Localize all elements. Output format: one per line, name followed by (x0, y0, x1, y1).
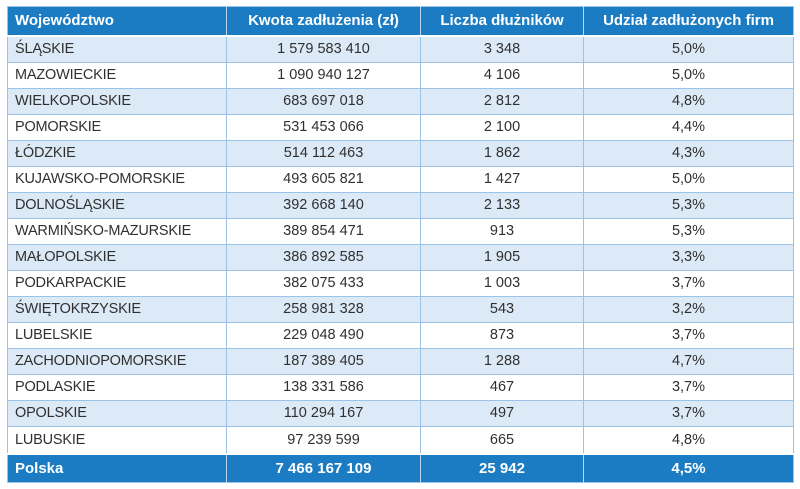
table-footer: Polska 7 466 167 109 25 942 4,5% (7, 452, 794, 483)
value-cell: 1 905 (420, 243, 584, 271)
value-cell: 5,0% (583, 165, 794, 193)
table-body: ŚLĄSKIE 1 579 583 410 3 348 5,0% MAZOWIECKIE… (7, 35, 794, 454)
table-header: Województwo Kwota zadłużenia (zł) Liczba d… (7, 6, 794, 37)
value-cell: 4,3% (583, 139, 794, 167)
header-row: Województwo Kwota zadłużenia (zł) Liczba d… (7, 6, 794, 37)
value-cell: 392 668 140 (226, 191, 421, 219)
voivodeship-name-cell: POMORSKIE (7, 113, 227, 141)
value-cell: 4 106 (420, 61, 584, 89)
voivodeship-name-cell: ŚLĄSKIE (7, 35, 227, 63)
value-cell: 258 981 328 (226, 295, 421, 323)
value-cell: 1 862 (420, 139, 584, 167)
voivodeship-name-cell: ŁÓDZKIE (7, 139, 227, 167)
value-cell: 3 348 (420, 35, 584, 63)
voivodeship-name-cell: ŚWIĘTOKRZYSKIE (7, 295, 227, 323)
voivodeship-name-cell: PODLASKIE (7, 373, 227, 401)
table-row-podkarpackie: PODKARPACKIE 382 075 433 1 003 3,7% (7, 269, 794, 297)
value-cell: 5,0% (583, 35, 794, 63)
value-cell: 3,3% (583, 243, 794, 271)
voivodeship-name-cell: WARMIŃSKO-MAZURSKIE (7, 217, 227, 245)
table-row-świętokrzyskie: ŚWIĘTOKRZYSKIE 258 981 328 543 3,2% (7, 295, 794, 323)
value-cell: 3,2% (583, 295, 794, 323)
value-cell: 1 003 (420, 269, 584, 297)
table-row-małopolskie: MAŁOPOLSKIE 386 892 585 1 905 3,3% (7, 243, 794, 271)
value-cell: 3,7% (583, 373, 794, 401)
voivodeship-name-cell: KUJAWSKO-POMORSKIE (7, 165, 227, 193)
value-cell: 467 (420, 373, 584, 401)
voivodeship-name-cell: PODKARPACKIE (7, 269, 227, 297)
table-row-lubelskie: LUBELSKIE 229 048 490 873 3,7% (7, 321, 794, 349)
table-row-łódzkie: ŁÓDZKIE 514 112 463 1 862 4,3% (7, 139, 794, 167)
value-cell: 531 453 066 (226, 113, 421, 141)
voivodeship-name-cell: MAŁOPOLSKIE (7, 243, 227, 271)
header-cell-3: Udział zadłużonych firm (583, 6, 794, 37)
value-cell: 5,0% (583, 61, 794, 89)
value-cell: 229 048 490 (226, 321, 421, 349)
value-cell: 1 579 583 410 (226, 35, 421, 63)
header-cell-1: Kwota zadłużenia (zł) (226, 6, 421, 37)
value-cell: 3,7% (583, 321, 794, 349)
footer-label-cell: Polska (7, 452, 227, 483)
voivodeship-name-cell: LUBELSKIE (7, 321, 227, 349)
footer-row-polska: Polska 7 466 167 109 25 942 4,5% (7, 452, 794, 483)
value-cell: 493 605 821 (226, 165, 421, 193)
value-cell: 386 892 585 (226, 243, 421, 271)
footer-value-cell: 4,5% (583, 452, 794, 483)
value-cell: 382 075 433 (226, 269, 421, 297)
value-cell: 2 133 (420, 191, 584, 219)
value-cell: 3,7% (583, 399, 794, 428)
footer-value-cell: 25 942 (420, 452, 584, 483)
table-row-wielkopolskie: WIELKOPOLSKIE 683 697 018 2 812 4,8% (7, 87, 794, 115)
value-cell: 873 (420, 321, 584, 349)
value-cell: 4,8% (583, 426, 794, 454)
value-cell: 1 090 940 127 (226, 61, 421, 89)
table-row-kujawsko-pomorskie: KUJAWSKO-POMORSKIE 493 605 821 1 427 5,0% (7, 165, 794, 193)
value-cell: 389 854 471 (226, 217, 421, 245)
value-cell: 913 (420, 217, 584, 245)
table-row-mazowieckie: MAZOWIECKIE 1 090 940 127 4 106 5,0% (7, 61, 794, 89)
voivodeship-name-cell: MAZOWIECKIE (7, 61, 227, 89)
value-cell: 1 427 (420, 165, 584, 193)
value-cell: 5,3% (583, 217, 794, 245)
table-row-lubuskie: LUBUSKIE 97 239 599 665 4,8% (7, 426, 794, 454)
value-cell: 4,4% (583, 113, 794, 141)
table-row-warmińsko-mazurskie: WARMIŃSKO-MAZURSKIE 389 854 471 913 5,3% (7, 217, 794, 245)
value-cell: 543 (420, 295, 584, 323)
value-cell: 3,7% (583, 269, 794, 297)
value-cell: 2 100 (420, 113, 584, 141)
value-cell: 138 331 586 (226, 373, 421, 401)
value-cell: 1 288 (420, 347, 584, 375)
value-cell: 2 812 (420, 87, 584, 115)
table-row-podlaskie: PODLASKIE 138 331 586 467 3,7% (7, 373, 794, 401)
value-cell: 4,7% (583, 347, 794, 375)
value-cell: 665 (420, 426, 584, 454)
voivodeship-name-cell: DOLNOŚLĄSKIE (7, 191, 227, 219)
table-row-śląskie: ŚLĄSKIE 1 579 583 410 3 348 5,0% (7, 35, 794, 63)
table-row-zachodniopomorskie: ZACHODNIOPOMORSKIE 187 389 405 1 288 4,7% (7, 347, 794, 375)
value-cell: 97 239 599 (226, 426, 421, 454)
footer-value-cell: 7 466 167 109 (226, 452, 421, 483)
voivodeship-name-cell: WIELKOPOLSKIE (7, 87, 227, 115)
voivodeship-name-cell: ZACHODNIOPOMORSKIE (7, 347, 227, 375)
voivodeship-debt-table: Województwo Kwota zadłużenia (zł) Liczba d… (7, 6, 794, 483)
value-cell: 187 389 405 (226, 347, 421, 375)
table-row-dolnośląskie: DOLNOŚLĄSKIE 392 668 140 2 133 5,3% (7, 191, 794, 219)
table-row-opolskie: OPOLSKIE 110 294 167 497 3,7% (7, 399, 794, 428)
header-cell-0: Województwo (7, 6, 227, 37)
voivodeship-name-cell: OPOLSKIE (7, 399, 227, 428)
value-cell: 514 112 463 (226, 139, 421, 167)
value-cell: 4,8% (583, 87, 794, 115)
value-cell: 5,3% (583, 191, 794, 219)
voivodeship-name-cell: LUBUSKIE (7, 426, 227, 454)
value-cell: 683 697 018 (226, 87, 421, 115)
value-cell: 497 (420, 399, 584, 428)
header-cell-2: Liczba dłużników (420, 6, 584, 37)
value-cell: 110 294 167 (226, 399, 421, 428)
table-row-pomorskie: POMORSKIE 531 453 066 2 100 4,4% (7, 113, 794, 141)
